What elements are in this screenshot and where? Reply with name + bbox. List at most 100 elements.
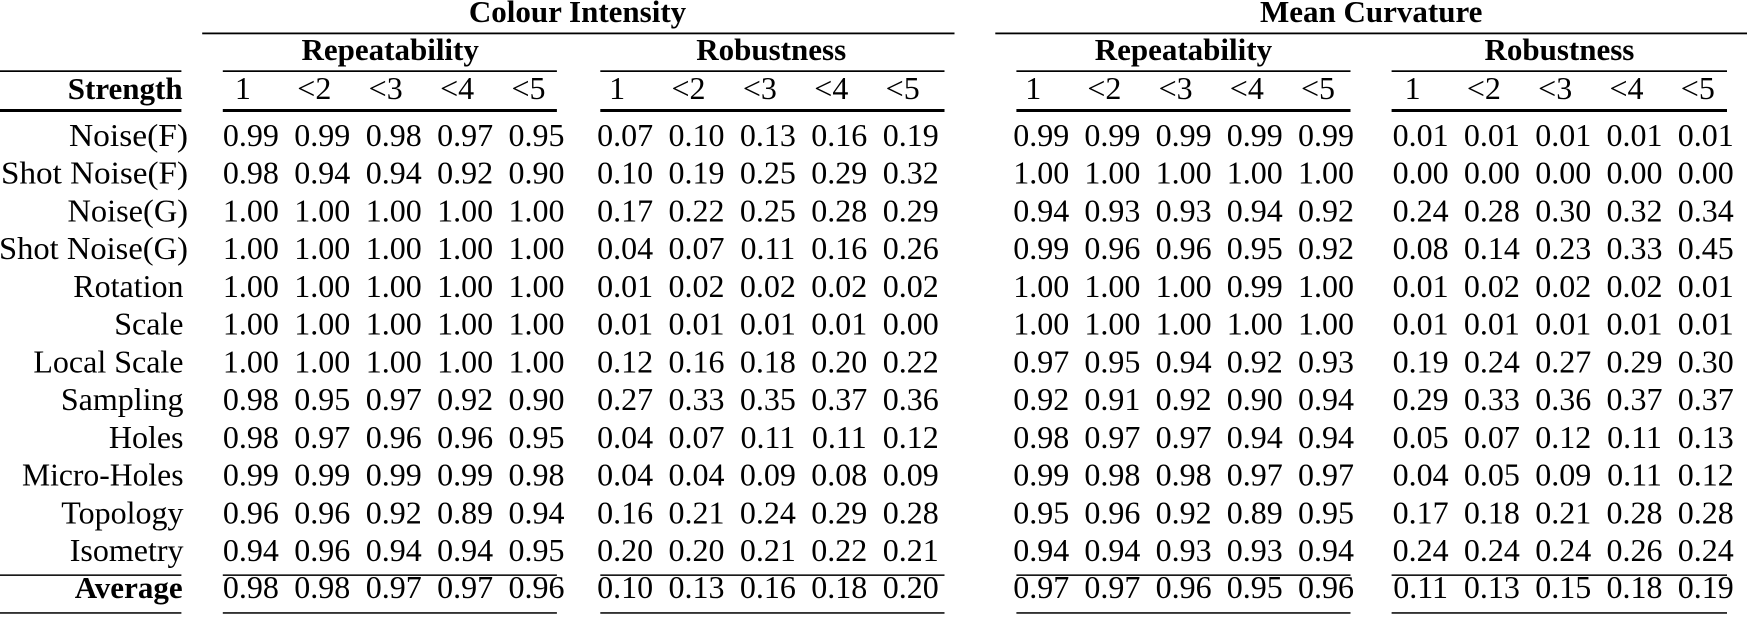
svg-text:1.00: 1.00 — [437, 306, 493, 342]
svg-text:0.36: 0.36 — [1535, 381, 1591, 417]
svg-text:<2: <2 — [1467, 70, 1501, 106]
svg-text:0.25: 0.25 — [740, 192, 796, 228]
svg-text:0.18: 0.18 — [740, 343, 796, 379]
svg-text:Sampling: Sampling — [61, 381, 184, 417]
svg-text:<3: <3 — [1159, 70, 1193, 106]
svg-text:0.19: 0.19 — [1678, 569, 1734, 605]
svg-text:0.28: 0.28 — [811, 192, 867, 228]
svg-text:0.89: 0.89 — [437, 494, 493, 530]
svg-text:Noise(F): Noise(F) — [69, 117, 188, 153]
svg-text:0.24: 0.24 — [1464, 343, 1520, 379]
svg-text:1.00: 1.00 — [366, 268, 422, 304]
svg-text:0.01: 0.01 — [1607, 306, 1663, 342]
svg-text:0.96: 0.96 — [1084, 494, 1140, 530]
svg-text:0.98: 0.98 — [223, 381, 279, 417]
svg-text:Shot Noise(G): Shot Noise(G) — [0, 230, 188, 266]
svg-text:1.00: 1.00 — [366, 343, 422, 379]
svg-text:0.99: 0.99 — [1298, 117, 1354, 153]
svg-text:0.37: 0.37 — [1678, 381, 1734, 417]
svg-text:0.45: 0.45 — [1678, 230, 1734, 266]
svg-text:0.10: 0.10 — [669, 117, 725, 153]
svg-text:0.94: 0.94 — [1227, 192, 1283, 228]
svg-text:0.11: 0.11 — [740, 230, 795, 266]
svg-text:0.91: 0.91 — [1084, 381, 1140, 417]
svg-text:0.96: 0.96 — [223, 494, 279, 530]
svg-text:0.90: 0.90 — [509, 381, 565, 417]
svg-text:0.97: 0.97 — [366, 569, 422, 605]
svg-text:0.99: 0.99 — [1013, 117, 1069, 153]
svg-text:0.10: 0.10 — [597, 155, 653, 191]
svg-text:0.18: 0.18 — [1607, 569, 1663, 605]
svg-text:Strength: Strength — [68, 71, 183, 106]
svg-text:0.11: 0.11 — [1607, 457, 1662, 493]
svg-text:1.00: 1.00 — [294, 343, 350, 379]
svg-text:0.98: 0.98 — [294, 569, 350, 605]
svg-text:0.97: 0.97 — [437, 117, 493, 153]
svg-text:0.96: 0.96 — [437, 419, 493, 455]
svg-text:1.00: 1.00 — [1298, 268, 1354, 304]
svg-text:0.21: 0.21 — [883, 532, 939, 568]
svg-text:0.16: 0.16 — [597, 494, 653, 530]
svg-text:1.00: 1.00 — [509, 343, 565, 379]
svg-text:1.00: 1.00 — [294, 306, 350, 342]
svg-text:0.98: 0.98 — [1084, 457, 1140, 493]
svg-text:0.24: 0.24 — [1535, 532, 1591, 568]
svg-text:<4: <4 — [814, 70, 848, 106]
svg-text:0.02: 0.02 — [740, 268, 796, 304]
svg-text:0.01: 0.01 — [1678, 306, 1734, 342]
svg-text:0.92: 0.92 — [1227, 343, 1283, 379]
svg-text:0.94: 0.94 — [294, 155, 350, 191]
svg-text:0.92: 0.92 — [1298, 230, 1354, 266]
svg-text:1.00: 1.00 — [223, 230, 279, 266]
svg-text:<5: <5 — [1301, 70, 1335, 106]
svg-text:0.96: 0.96 — [1156, 569, 1212, 605]
svg-text:0.93: 0.93 — [1298, 343, 1354, 379]
svg-text:0.92: 0.92 — [437, 381, 493, 417]
svg-text:0.05: 0.05 — [1464, 457, 1520, 493]
svg-text:1.00: 1.00 — [294, 230, 350, 266]
svg-text:Colour Intensity: Colour Intensity — [469, 0, 687, 29]
svg-text:Repeatability: Repeatability — [1095, 32, 1273, 67]
svg-text:0.19: 0.19 — [669, 155, 725, 191]
svg-text:0.24: 0.24 — [1393, 192, 1449, 228]
svg-text:0.95: 0.95 — [1227, 230, 1283, 266]
svg-text:0.08: 0.08 — [1393, 230, 1449, 266]
svg-text:1.00: 1.00 — [1084, 155, 1140, 191]
svg-text:0.28: 0.28 — [1607, 494, 1663, 530]
svg-text:Average: Average — [75, 570, 183, 605]
svg-text:0.22: 0.22 — [811, 532, 867, 568]
svg-text:0.12: 0.12 — [883, 419, 939, 455]
svg-text:1.00: 1.00 — [509, 306, 565, 342]
svg-text:0.13: 0.13 — [669, 569, 725, 605]
svg-text:Isometry: Isometry — [70, 532, 184, 568]
svg-text:0.99: 0.99 — [437, 457, 493, 493]
svg-text:<4: <4 — [440, 70, 474, 106]
svg-text:1.00: 1.00 — [1156, 155, 1212, 191]
svg-text:0.99: 0.99 — [223, 457, 279, 493]
svg-text:0.92: 0.92 — [1013, 381, 1069, 417]
svg-text:0.01: 0.01 — [1393, 306, 1449, 342]
svg-text:1.00: 1.00 — [509, 192, 565, 228]
svg-text:0.97: 0.97 — [1227, 457, 1283, 493]
svg-text:1.00: 1.00 — [509, 230, 565, 266]
svg-text:0.99: 0.99 — [366, 457, 422, 493]
svg-text:<2: <2 — [297, 70, 331, 106]
svg-text:0.96: 0.96 — [366, 419, 422, 455]
svg-text:0.94: 0.94 — [1298, 419, 1354, 455]
svg-text:0.24: 0.24 — [1678, 532, 1734, 568]
svg-text:0.01: 0.01 — [1535, 117, 1591, 153]
svg-text:0.99: 0.99 — [223, 117, 279, 153]
svg-text:0.92: 0.92 — [366, 494, 422, 530]
svg-text:1.00: 1.00 — [366, 230, 422, 266]
svg-text:0.00: 0.00 — [883, 306, 939, 342]
svg-text:0.96: 0.96 — [509, 569, 565, 605]
svg-text:0.28: 0.28 — [1464, 192, 1520, 228]
svg-text:0.07: 0.07 — [597, 117, 653, 153]
svg-text:0.24: 0.24 — [740, 494, 796, 530]
svg-text:0.99: 0.99 — [294, 457, 350, 493]
svg-text:0.97: 0.97 — [294, 419, 350, 455]
svg-text:0.92: 0.92 — [1298, 192, 1354, 228]
svg-text:Scale: Scale — [114, 306, 183, 342]
svg-text:0.01: 0.01 — [1464, 117, 1520, 153]
svg-text:0.09: 0.09 — [740, 457, 796, 493]
